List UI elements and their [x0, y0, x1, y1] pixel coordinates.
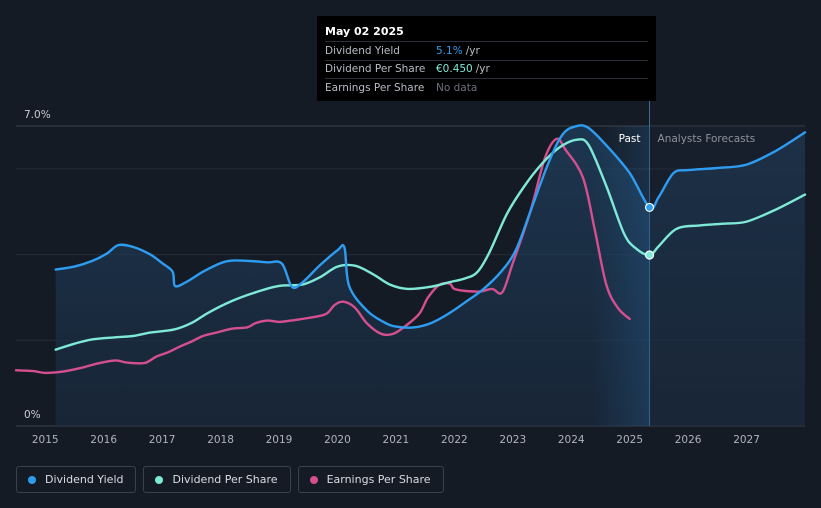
x-tick-label: 2027 [733, 434, 760, 446]
legend-label: Dividend Yield [45, 473, 124, 486]
x-tick-label: 2020 [324, 434, 351, 446]
x-tick-label: 2019 [266, 434, 293, 446]
point-marker-yield [644, 202, 655, 213]
chart-legend: Dividend Yield Dividend Per Share Earnin… [16, 466, 451, 493]
legend-dividend-yield[interactable]: Dividend Yield [16, 466, 137, 493]
legend-label: Earnings Per Share [326, 473, 431, 486]
tooltip-value: No data [436, 81, 478, 94]
legend-label: Dividend Per Share [172, 473, 278, 486]
x-tick-label: 2022 [441, 434, 468, 446]
x-tick-label: 2021 [383, 434, 410, 446]
forecast-label: Analysts Forecasts [658, 133, 756, 145]
point-marker-dps [644, 250, 655, 260]
x-tick-label: 2018 [207, 434, 234, 446]
legend-dot-icon [155, 475, 164, 484]
legend-dot-icon [309, 475, 318, 484]
tooltip-value: 5.1% [436, 44, 463, 57]
tooltip-row-dividend-yield: Dividend Yield 5.1% /yr [325, 41, 648, 60]
tooltip-unit: /yr [465, 44, 480, 57]
x-tick-label: 2024 [558, 434, 585, 446]
tooltip-label: Dividend Per Share [325, 63, 426, 76]
tooltip-label: Dividend Yield [325, 44, 400, 57]
past-label: Past [619, 133, 641, 145]
x-tick-label: 2023 [499, 434, 526, 446]
x-tick-label: 2015 [32, 434, 59, 446]
x-tick-label: 2016 [90, 434, 117, 446]
x-tick-label: 2017 [149, 434, 176, 446]
tooltip-unit: /yr [475, 63, 490, 76]
tooltip-value: €0.450 [436, 63, 473, 76]
legend-dividend-per-share[interactable]: Dividend Per Share [143, 466, 291, 493]
tooltip-row-earnings-per-share: Earnings Per Share No data [325, 78, 648, 97]
tooltip-date: May 02 2025 [325, 25, 404, 38]
forecast-region [649, 126, 805, 426]
y-tick-label: 7.0% [24, 109, 51, 121]
x-tick-label: 2025 [616, 434, 643, 446]
x-tick-label: 2026 [675, 434, 702, 446]
legend-dot-icon [28, 475, 36, 484]
y-tick-label: 0% [24, 409, 41, 421]
tooltip-row-dividend-per-share: Dividend Per Share €0.450 /yr [325, 59, 648, 79]
legend-earnings-per-share[interactable]: Earnings Per Share [297, 466, 444, 493]
tooltip-label: Earnings Per Share [325, 81, 425, 94]
data-tooltip: May 02 2025 Dividend Yield 5.1% /yr Divi… [317, 16, 656, 101]
series-line-yield [54, 124, 807, 329]
